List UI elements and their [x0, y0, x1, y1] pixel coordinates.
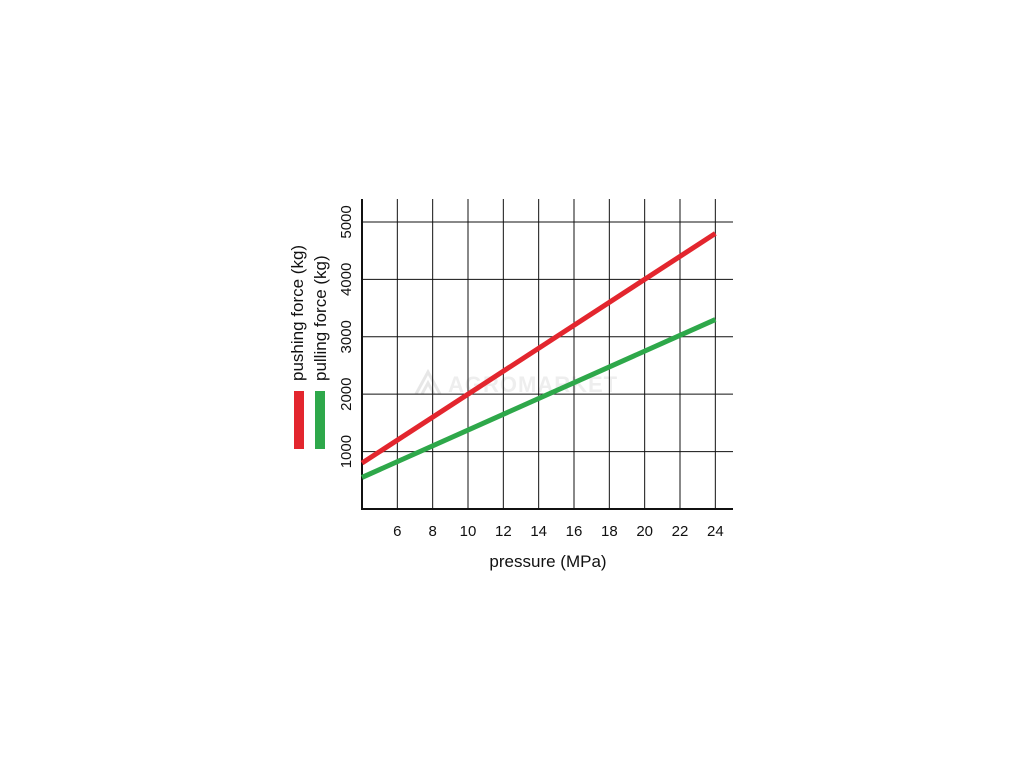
- x-tick-label-12: 12: [495, 523, 512, 540]
- x-tick-label-20: 20: [636, 523, 653, 540]
- watermark-logo-icon: [414, 368, 442, 395]
- series-line-pushing-force: [360, 231, 717, 466]
- x-tick-label-24: 24: [707, 523, 724, 540]
- tick-labels: 6 8 10 12 14 16 18 20 22 24 1000 2000 3000 4000 5000: [338, 205, 724, 540]
- legend-label-pulling-force: pulling force (kg): [311, 255, 330, 381]
- series-lines: [360, 231, 717, 480]
- grid: [362, 199, 733, 509]
- x-tick-label-6: 6: [393, 523, 401, 540]
- x-axis-title: pressure (MPa): [489, 552, 606, 571]
- legend: pushing force (kg) pulling force (kg): [288, 245, 330, 449]
- x-tick-label-18: 18: [601, 523, 618, 540]
- legend-swatch-pulling-force: [315, 391, 325, 449]
- x-tick-label-8: 8: [428, 523, 436, 540]
- axes: [361, 199, 733, 510]
- y-tick-label-2000: 2000: [338, 377, 355, 410]
- y-tick-label-1000: 1000: [338, 435, 355, 468]
- series-line-pulling-force: [360, 317, 717, 480]
- x-tick-label-22: 22: [672, 523, 689, 540]
- x-tick-label-14: 14: [530, 523, 547, 540]
- y-tick-label-3000: 3000: [338, 320, 355, 353]
- legend-label-pushing-force: pushing force (kg): [288, 245, 307, 381]
- legend-swatch-pushing-force: [294, 391, 304, 449]
- x-tick-label-16: 16: [566, 523, 583, 540]
- y-tick-label-4000: 4000: [338, 263, 355, 296]
- y-tick-label-5000: 5000: [338, 205, 355, 238]
- x-tick-label-10: 10: [460, 523, 477, 540]
